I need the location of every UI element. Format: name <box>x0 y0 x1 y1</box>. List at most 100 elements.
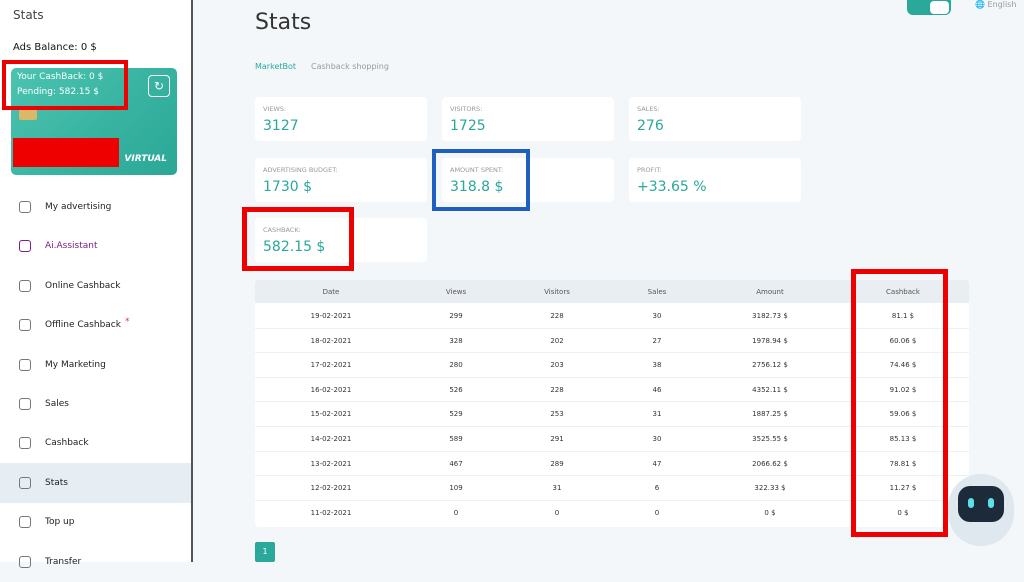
page-title: Stats <box>255 10 312 35</box>
table-cell: 16-02-2021 <box>310 385 352 394</box>
table-cell: 228 <box>550 312 564 320</box>
menu-icon <box>19 516 31 529</box>
table-cell: 60.06 $ <box>889 336 917 345</box>
refresh-button[interactable]: ↻ <box>148 75 170 97</box>
column-header: Sales <box>647 288 667 296</box>
table-cell: 322.33 $ <box>754 484 786 493</box>
table-cell: 0 <box>654 508 660 517</box>
stat-label: VIEWS: <box>263 105 287 113</box>
table-cell: 78.81 $ <box>889 459 917 468</box>
stat-value: 3127 <box>263 118 299 134</box>
menu-label: My Marketing <box>45 359 106 370</box>
menu-icon <box>19 398 31 410</box>
assistant-bot[interactable] <box>948 474 1014 546</box>
table-cell: 46 <box>652 385 662 394</box>
table-cell: 0 <box>453 508 459 517</box>
table-cell: 1978.94 $ <box>752 336 788 345</box>
stat-card: PROFIT: +33.65 % <box>629 157 801 202</box>
highlight-box <box>242 207 354 271</box>
highlight-box <box>851 269 948 537</box>
required-mark: * <box>124 317 130 328</box>
tab[interactable]: MarketBot <box>255 62 297 71</box>
menu-item[interactable]: Top up <box>0 502 191 542</box>
tab[interactable]: Cashback shopping <box>311 62 389 71</box>
menu-label: Top up <box>45 517 75 528</box>
menu-item[interactable]: Stats <box>0 462 191 503</box>
language: English <box>987 0 1017 9</box>
menu-item[interactable]: Offline Cashback * <box>0 305 191 345</box>
table-cell: 19-02-2021 <box>310 312 352 320</box>
table-cell: 0 <box>554 508 560 517</box>
row-divider <box>255 401 969 403</box>
table-cell: 30 <box>652 435 662 443</box>
table-cell: 74.46 $ <box>889 361 917 370</box>
stat-value: 582.15 $ <box>263 239 326 255</box>
table-cell: 91.02 $ <box>889 385 917 394</box>
menu-icon <box>19 358 31 371</box>
table-cell: 31 <box>552 484 562 493</box>
menu-item[interactable]: My Marketing <box>0 345 191 385</box>
highlight-box <box>432 149 530 211</box>
stat-value: 318.8 $ <box>450 178 504 195</box>
row-divider <box>255 376 969 378</box>
menu-label: Sales <box>45 399 69 409</box>
stat-card: SALES: 276 <box>629 97 801 141</box>
column-header: Views <box>445 288 467 296</box>
toggle-knob <box>930 1 949 14</box>
stat-label: PROFIT: <box>637 165 662 174</box>
table-header <box>255 280 969 303</box>
table-cell: 291 <box>550 435 564 443</box>
column-header: Date <box>322 288 340 296</box>
table-cell: 47 <box>652 459 662 468</box>
menu-item[interactable]: My advertising <box>0 187 191 227</box>
row-divider <box>255 327 969 329</box>
ads-balance: Ads Balance: 0 $ <box>13 42 97 53</box>
table-cell: 27 <box>652 336 662 345</box>
table-cell: 38 <box>652 361 662 370</box>
stat-card: CASHBACK: 582.15 $ <box>255 218 427 262</box>
stat-value: 276 <box>637 118 664 134</box>
page-button[interactable]: 1 <box>255 542 275 562</box>
menu-item[interactable]: Cashback <box>0 423 191 463</box>
bot-face <box>958 486 1004 522</box>
stat-label: AMOUNT SPENT: <box>450 165 504 174</box>
table-cell: 17-02-2021 <box>310 361 352 370</box>
language-selector[interactable]: 🌐 English <box>975 0 1017 9</box>
table-cell: 1887.25 $ <box>752 410 788 419</box>
row-divider <box>255 475 969 477</box>
menu-icon <box>19 476 31 489</box>
menu-item[interactable]: Online Cashback <box>0 266 191 306</box>
theme-toggle[interactable] <box>907 0 951 15</box>
column-header: Cashback <box>886 288 920 296</box>
table-cell: 589 <box>449 435 463 443</box>
highlight-box <box>2 60 128 110</box>
column-header: Amount <box>756 288 784 296</box>
menu-label: My advertising <box>45 202 112 212</box>
menu-item[interactable]: Ai.Assistant <box>0 226 191 266</box>
table-cell: 289 <box>550 459 564 468</box>
table-cell: 30 <box>652 312 662 320</box>
stat-label: ADVERTISING BUDGET: <box>263 165 338 174</box>
menu-label: Online Cashback <box>45 280 121 291</box>
menu-icon <box>19 437 31 450</box>
table-cell: 299 <box>449 312 463 320</box>
table-cell: 280 <box>449 361 463 370</box>
menu-label: Stats <box>45 477 68 488</box>
menu-label: Cashback <box>45 438 89 449</box>
table-cell: 3525.55 $ <box>752 435 788 443</box>
table-cell: 11.27 $ <box>889 484 917 493</box>
stat-card: VISITORS: 1725 <box>442 97 614 141</box>
table-cell: 6 <box>654 484 660 493</box>
table-cell: 529 <box>449 410 463 419</box>
table-cell: 2066.62 $ <box>752 459 788 468</box>
table-cell: 467 <box>449 459 463 468</box>
menu-label: Offline Cashback <box>45 320 121 331</box>
menu-icon <box>19 279 31 292</box>
row-divider <box>255 499 969 501</box>
menu-icon <box>19 319 31 332</box>
menu-item[interactable]: Sales <box>0 384 191 424</box>
stat-label: CASHBACK: <box>263 226 301 234</box>
table-cell: 85.13 $ <box>889 435 917 443</box>
table-cell: 18-02-2021 <box>310 336 352 345</box>
menu-icon <box>19 240 31 253</box>
